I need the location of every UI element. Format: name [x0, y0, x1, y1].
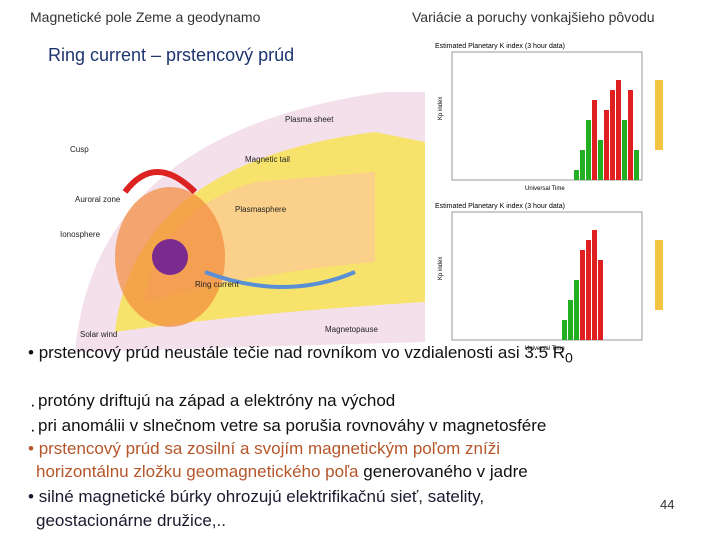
- kp-bar: [610, 90, 615, 180]
- bullet-text: prstencový prúd sa zosilní a svojím magn…: [38, 439, 500, 458]
- bullet-dot: ·: [30, 395, 36, 414]
- diagram: Magnetopause Solar wind Cusp Auroral zone Io…: [55, 72, 425, 357]
- kp-bar: [580, 250, 585, 340]
- page-number: 44: [660, 497, 675, 512]
- y-axis-label: Kp index: [438, 257, 444, 280]
- kp-bar: [634, 150, 639, 180]
- bullet-text: horizontálnu zložku geomagnetického poľa: [36, 462, 359, 481]
- diagram-label: Cusp: [70, 145, 89, 154]
- kp-bar: [616, 80, 621, 180]
- kp-bar: [562, 320, 567, 340]
- legend-swatch: [655, 240, 663, 310]
- bullet: • silné magnetické búrky ohrozujú elektr…: [28, 487, 485, 506]
- x-axis-label: Universal Time: [525, 346, 565, 352]
- kp-bar: [586, 120, 591, 180]
- kp-bar: [598, 140, 603, 180]
- y-axis-label: Kp index: [438, 97, 444, 120]
- bullet: horizontálnu zložku geomagnetického poľa…: [36, 462, 528, 482]
- diagram-label: Ring current: [195, 280, 239, 289]
- kp-bar: [628, 90, 633, 180]
- kp-bar: [586, 240, 591, 340]
- diagram-label: Plasmasphere: [235, 205, 287, 214]
- subscript: 0: [565, 350, 573, 367]
- kp-bar: [592, 230, 597, 340]
- diagram-label: Ionosphere: [60, 230, 101, 239]
- chart-title: Estimated Planetary K index (3 hour data…: [435, 43, 565, 50]
- bullet-text: geostacionárne družice,..: [36, 511, 226, 530]
- bullet: • prstencový prúd neustále tečie nad rov…: [28, 343, 573, 367]
- diagram-label: Auroral zone: [75, 195, 121, 204]
- kp-bar: [604, 110, 609, 180]
- bullet-dot: ·: [30, 420, 36, 439]
- cusp: [122, 169, 198, 195]
- diagram-label: Magnetopause: [325, 325, 378, 334]
- legend-swatch: [655, 80, 663, 150]
- kp-bar: [592, 100, 597, 180]
- plot-frame: [451, 211, 643, 341]
- bullet-text: prstencový prúd neustále tečie nad rovní…: [38, 343, 566, 362]
- diagram-label: Solar wind: [80, 330, 117, 339]
- kp-bar: [568, 300, 573, 340]
- kp-bar: [574, 170, 579, 180]
- bullet-text: pri anomálii v slnečnom vetre sa porušia…: [38, 416, 547, 435]
- x-axis-label: Universal Time: [525, 186, 565, 192]
- kp-charts: Estimated Planetary K index (3 hour data…: [435, 43, 663, 352]
- bullet-text: protóny driftujú na západ a elektróny na…: [38, 391, 396, 410]
- kp-bar: [574, 280, 579, 340]
- plot-frame: [451, 51, 643, 181]
- diagram-label: Magnetic tail: [245, 155, 290, 164]
- kp-bar: [622, 120, 627, 180]
- slide-title: Ring current – prstencový prúd: [48, 45, 295, 65]
- bullet-text: generovaného v jadre: [358, 462, 528, 481]
- chart-title: Estimated Planetary K index (3 hour data…: [435, 203, 565, 210]
- bullet: • prstencový prúd sa zosilní a svojím ma…: [28, 439, 500, 458]
- kp-bar: [598, 260, 603, 340]
- header-right: Variácie a poruchy vonkajšieho pôvodu: [412, 9, 655, 25]
- kp-bar: [580, 150, 585, 180]
- header-left: Magnetické pole Zeme a geodynamo: [30, 9, 261, 25]
- bullet-text: silné magnetické búrky ohrozujú elektrif…: [38, 487, 485, 506]
- current: [204, 270, 356, 289]
- diagram-label: Plasma sheet: [285, 115, 334, 124]
- earth: [152, 239, 188, 275]
